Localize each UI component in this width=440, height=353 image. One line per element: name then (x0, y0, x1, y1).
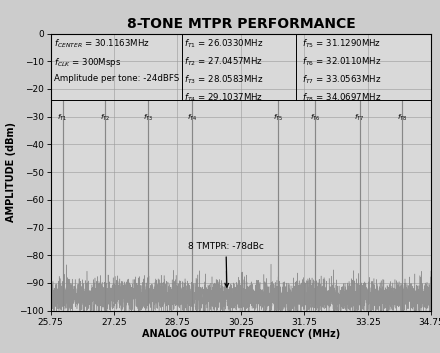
Text: $f_{CENTER}$ = 30.1163MHz: $f_{CENTER}$ = 30.1163MHz (55, 38, 150, 50)
Text: $f_{T6}$ = 32.0110MHz: $f_{T6}$ = 32.0110MHz (302, 56, 381, 68)
Text: $f_{T1}$ = 26.0330MHz: $f_{T1}$ = 26.0330MHz (184, 38, 263, 50)
Text: $f_{T5}$: $f_{T5}$ (273, 113, 283, 123)
Text: $f_{T3}$: $f_{T3}$ (143, 113, 154, 123)
Text: $f_{T2}$ = 27.0457MHz: $f_{T2}$ = 27.0457MHz (184, 56, 263, 68)
Text: $f_{T6}$: $f_{T6}$ (310, 113, 321, 123)
Title: 8-TONE MTPR PERFORMANCE: 8-TONE MTPR PERFORMANCE (127, 17, 355, 31)
Text: $f_{T7}$: $f_{T7}$ (354, 113, 365, 123)
Text: $f_{CLK}$ = 300Msps: $f_{CLK}$ = 300Msps (55, 56, 122, 69)
Text: $f_{T5}$ = 31.1290MHz: $f_{T5}$ = 31.1290MHz (302, 38, 381, 50)
Text: $f_{T2}$: $f_{T2}$ (100, 113, 110, 123)
Text: $f_{T7}$ = 33.0563MHz: $f_{T7}$ = 33.0563MHz (302, 74, 381, 86)
Text: $f_{T4}$: $f_{T4}$ (187, 113, 198, 123)
Y-axis label: AMPLITUDE (dBm): AMPLITUDE (dBm) (6, 122, 16, 222)
X-axis label: ANALOG OUTPUT FREQUENCY (MHz): ANALOG OUTPUT FREQUENCY (MHz) (142, 329, 340, 339)
Text: $f_{T8}$ = 34.0697MHz: $f_{T8}$ = 34.0697MHz (302, 92, 381, 104)
Text: $f_{T3}$ = 28.0583MHz: $f_{T3}$ = 28.0583MHz (184, 74, 263, 86)
Text: $f_{T8}$: $f_{T8}$ (397, 113, 408, 123)
Text: $f_{T4}$ = 29.1037MHz: $f_{T4}$ = 29.1037MHz (184, 92, 263, 104)
Text: $f_{T1}$: $f_{T1}$ (57, 113, 68, 123)
Text: Amplitude per tone: -24dBFS: Amplitude per tone: -24dBFS (55, 74, 180, 83)
Text: 8 TMTPR: -78dBc: 8 TMTPR: -78dBc (188, 243, 264, 287)
